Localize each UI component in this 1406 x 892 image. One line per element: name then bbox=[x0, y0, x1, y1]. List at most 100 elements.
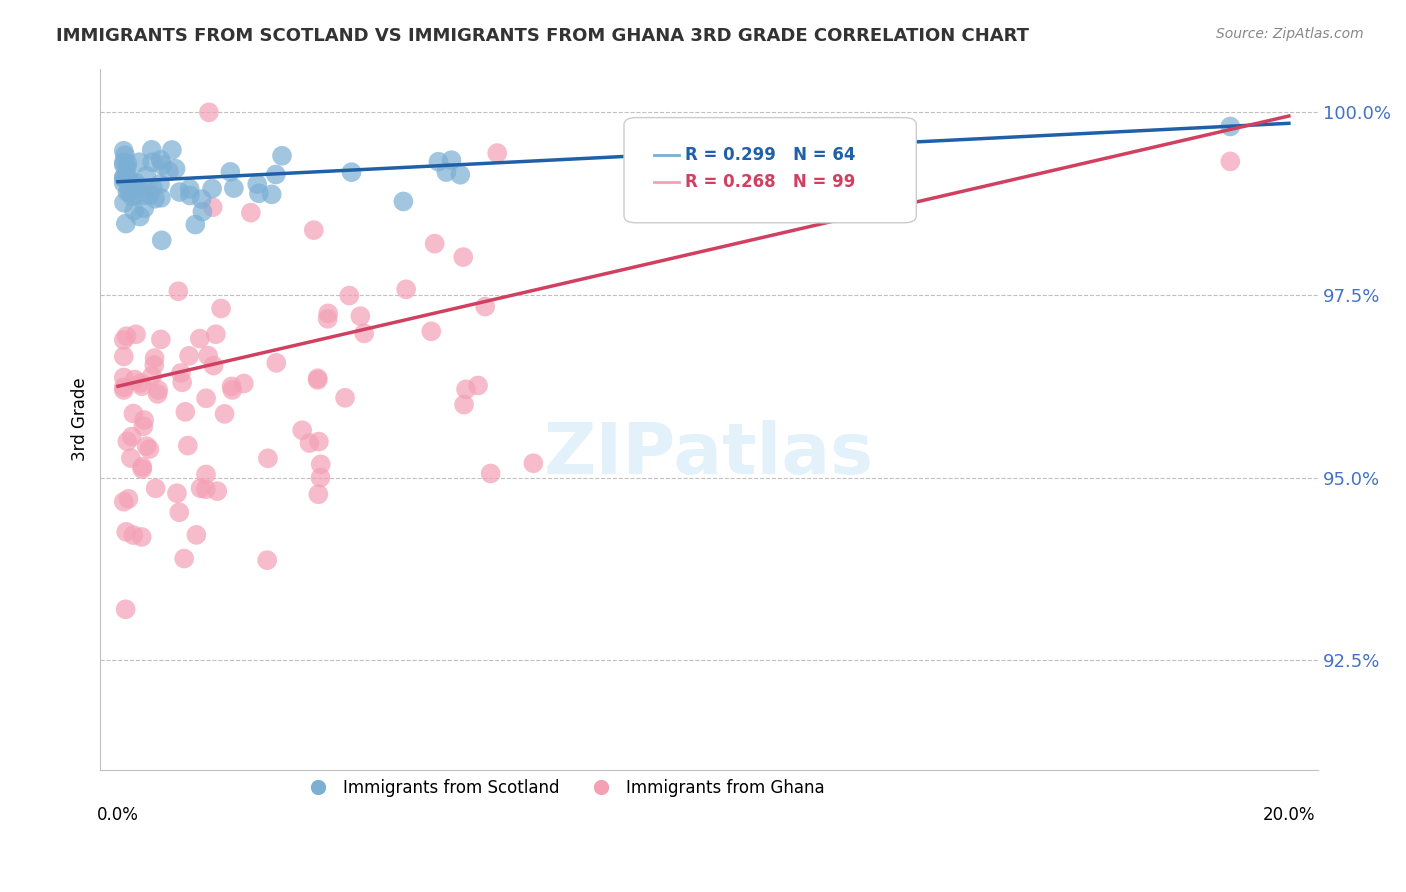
Point bbox=[191, 204, 214, 219]
Point bbox=[150, 158, 173, 172]
Point bbox=[121, 430, 143, 444]
Point bbox=[340, 165, 363, 179]
Point bbox=[134, 188, 156, 202]
Point bbox=[453, 398, 475, 412]
Point bbox=[190, 481, 212, 495]
Point bbox=[177, 349, 200, 363]
Point bbox=[124, 182, 146, 196]
Point bbox=[395, 282, 418, 296]
Point bbox=[141, 369, 163, 384]
Point bbox=[115, 524, 138, 539]
Point bbox=[246, 177, 269, 191]
Point bbox=[117, 491, 139, 506]
Point bbox=[197, 349, 219, 363]
Point bbox=[202, 359, 225, 373]
Point bbox=[195, 391, 218, 405]
Point bbox=[333, 391, 356, 405]
Point bbox=[143, 192, 166, 206]
Text: Source: ZipAtlas.com: Source: ZipAtlas.com bbox=[1216, 27, 1364, 41]
Point bbox=[117, 170, 139, 185]
Text: R = 0.268   N = 99: R = 0.268 N = 99 bbox=[685, 173, 855, 191]
Point bbox=[121, 189, 143, 203]
Point bbox=[307, 371, 329, 385]
Point bbox=[112, 155, 135, 169]
Point bbox=[134, 201, 156, 215]
Point bbox=[132, 419, 155, 434]
Point bbox=[256, 553, 278, 567]
Point bbox=[124, 175, 146, 189]
Point bbox=[479, 467, 502, 481]
Point bbox=[440, 153, 463, 168]
Point bbox=[302, 223, 325, 237]
Point bbox=[308, 434, 330, 449]
Point bbox=[131, 379, 153, 393]
Point bbox=[209, 301, 232, 316]
Point bbox=[337, 288, 360, 302]
Point bbox=[309, 470, 332, 484]
Point bbox=[194, 467, 217, 482]
Point bbox=[194, 483, 217, 497]
Point bbox=[392, 194, 415, 209]
Point bbox=[135, 439, 157, 453]
Point bbox=[173, 551, 195, 566]
Point bbox=[205, 327, 228, 342]
Point bbox=[486, 146, 509, 161]
Point bbox=[122, 528, 145, 542]
Point bbox=[427, 154, 450, 169]
Point bbox=[522, 456, 544, 470]
Point bbox=[115, 329, 138, 343]
Point bbox=[112, 370, 135, 384]
Point bbox=[117, 434, 139, 449]
Point bbox=[247, 186, 270, 201]
Point bbox=[201, 200, 224, 214]
Point bbox=[149, 191, 172, 205]
Point bbox=[112, 176, 135, 190]
Point bbox=[145, 481, 167, 495]
Point bbox=[316, 306, 339, 320]
Text: IMMIGRANTS FROM SCOTLAND VS IMMIGRANTS FROM GHANA 3RD GRADE CORRELATION CHART: IMMIGRANTS FROM SCOTLAND VS IMMIGRANTS F… bbox=[56, 27, 1029, 45]
Point bbox=[474, 300, 496, 314]
Point bbox=[316, 311, 339, 326]
Point bbox=[174, 405, 197, 419]
Point bbox=[172, 376, 194, 390]
Point bbox=[124, 188, 146, 202]
Point bbox=[135, 169, 157, 183]
Point bbox=[257, 451, 280, 466]
Point bbox=[232, 376, 254, 391]
Point bbox=[125, 327, 148, 342]
Point bbox=[157, 164, 180, 178]
Point bbox=[222, 181, 245, 195]
Point bbox=[124, 372, 146, 386]
Text: 0.0%: 0.0% bbox=[97, 806, 139, 824]
Point bbox=[264, 168, 287, 182]
Point bbox=[423, 236, 446, 251]
Point bbox=[214, 407, 236, 421]
Point bbox=[169, 185, 191, 199]
Point bbox=[118, 185, 141, 199]
Point bbox=[221, 379, 243, 393]
Point bbox=[136, 181, 159, 195]
Point bbox=[131, 530, 153, 544]
Point bbox=[179, 188, 201, 202]
Point bbox=[271, 149, 294, 163]
Point bbox=[112, 350, 135, 364]
Point bbox=[129, 376, 152, 390]
Point bbox=[219, 165, 242, 179]
Point bbox=[132, 413, 155, 427]
Point bbox=[114, 148, 136, 162]
Point bbox=[112, 494, 135, 508]
Point bbox=[120, 451, 142, 466]
Point bbox=[167, 285, 190, 299]
Point bbox=[117, 156, 139, 170]
Point bbox=[146, 387, 169, 401]
Point bbox=[170, 366, 193, 380]
Point bbox=[117, 169, 139, 184]
Point bbox=[128, 210, 150, 224]
Point bbox=[112, 144, 135, 158]
Point bbox=[266, 356, 288, 370]
Point bbox=[207, 484, 229, 499]
Point bbox=[112, 195, 135, 210]
Point bbox=[221, 383, 243, 397]
Point bbox=[112, 383, 135, 397]
Point bbox=[112, 380, 135, 394]
